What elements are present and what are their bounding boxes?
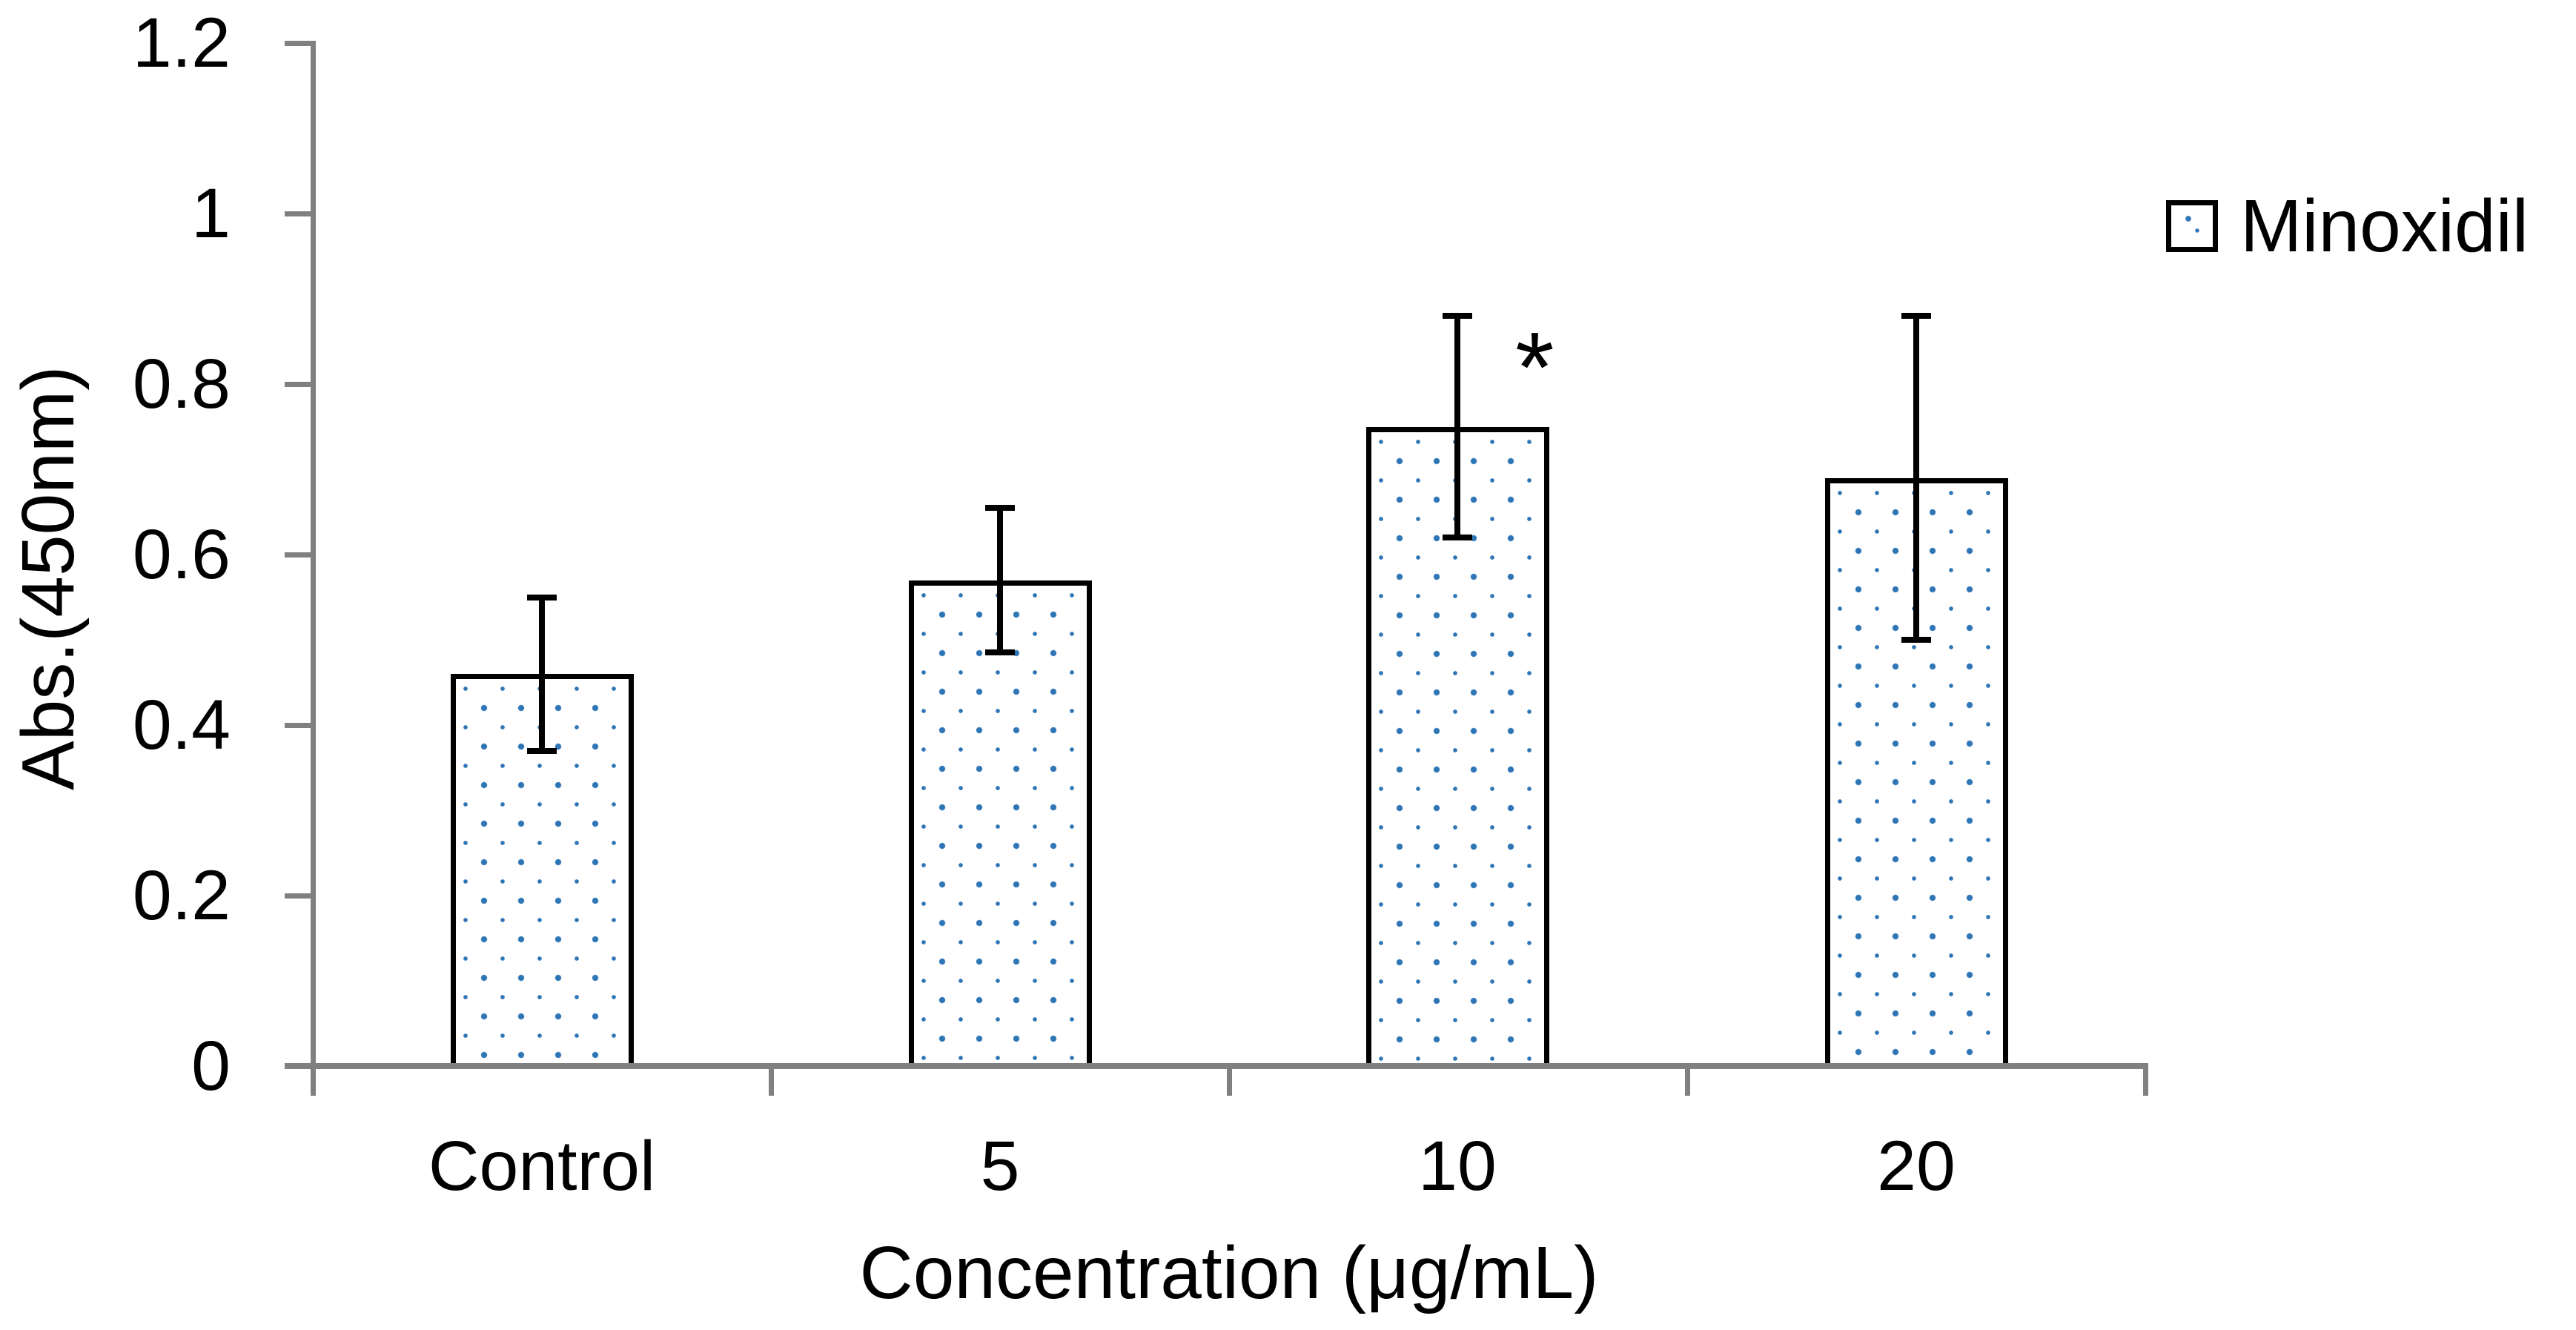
- error-bar-line-10: [1454, 316, 1460, 537]
- x-category-label-20: 20: [1877, 1127, 1956, 1205]
- error-bar-bottom-cap-20: [1901, 637, 1931, 643]
- y-tick-0: [285, 1064, 313, 1069]
- x-axis-line: [285, 1063, 2148, 1069]
- y-tick-1.2: [285, 41, 313, 46]
- x-category-label-5: 5: [980, 1127, 1020, 1205]
- error-bar-top-cap-5: [985, 504, 1015, 511]
- y-tick-label-0.6: 0.6: [132, 515, 231, 594]
- y-tick-label-0.4: 0.4: [132, 686, 231, 764]
- y-axis-title: Abs.(450nm): [7, 365, 90, 791]
- bar-20: [1824, 477, 2008, 1069]
- x-tick-1: [769, 1063, 774, 1096]
- bar-5: [908, 580, 1092, 1069]
- y-tick-1: [285, 211, 313, 216]
- error-bar-top-cap-10: [1443, 313, 1472, 319]
- x-category-label-Control: Control: [428, 1127, 656, 1205]
- error-bar-top-cap-20: [1901, 313, 1931, 319]
- error-bar-bottom-cap-5: [985, 649, 1015, 656]
- error-bar-line-5: [997, 507, 1003, 653]
- error-bar-bottom-cap-Control: [527, 747, 557, 754]
- legend-swatch-dotted-icon: [2166, 200, 2218, 252]
- error-bar-line-Control: [539, 597, 545, 751]
- x-axis-title: Concentration (μg/mL): [859, 1231, 1599, 1314]
- y-tick-0.2: [285, 893, 313, 899]
- y-tick-0.4: [285, 723, 313, 728]
- x-tick-3: [1684, 1063, 1690, 1096]
- y-tick-label-0.2: 0.2: [132, 856, 231, 935]
- error-bar-bottom-cap-10: [1443, 535, 1472, 540]
- y-tick-label-0.8: 0.8: [132, 345, 231, 423]
- error-bar-line-20: [1913, 316, 1919, 640]
- x-tick-4: [2143, 1063, 2148, 1096]
- significance-asterisk: *: [1515, 311, 1554, 423]
- legend-label: Minoxidil: [2240, 185, 2529, 268]
- y-tick-label-0: 0: [191, 1027, 231, 1105]
- y-axis-line: [311, 41, 316, 1096]
- x-tick-0: [311, 1063, 316, 1096]
- x-category-label-10: 10: [1418, 1127, 1497, 1205]
- legend: Minoxidil: [2166, 185, 2529, 267]
- y-tick-0.6: [285, 552, 313, 558]
- y-tick-0.8: [285, 382, 313, 387]
- y-tick-label-1.2: 1.2: [132, 4, 231, 82]
- x-tick-2: [1226, 1063, 1232, 1096]
- y-tick-label-1: 1: [191, 174, 231, 253]
- error-bar-top-cap-Control: [527, 594, 557, 601]
